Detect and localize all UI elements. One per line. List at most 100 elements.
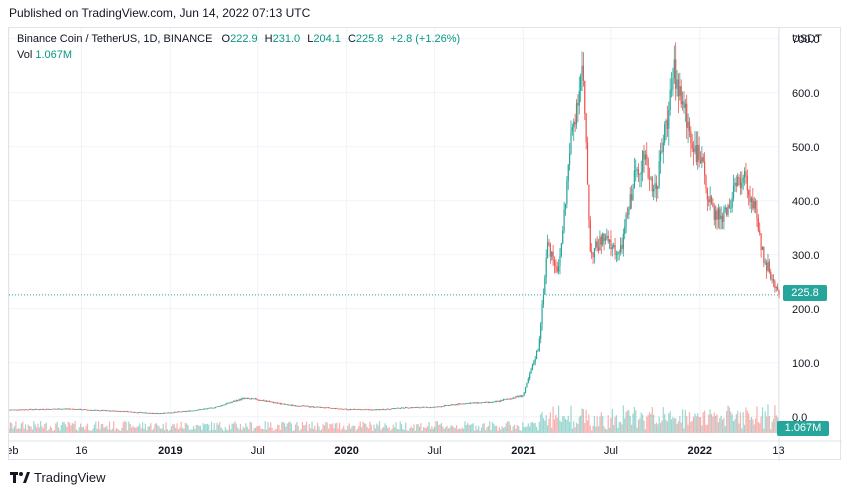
volume-bar xyxy=(89,430,91,433)
candle-body xyxy=(396,407,399,409)
volume-bar xyxy=(231,423,233,433)
volume-bar xyxy=(321,429,323,433)
candle-body xyxy=(132,412,134,414)
candle-body xyxy=(490,401,492,403)
volume-bar xyxy=(592,425,594,433)
volume-bar xyxy=(585,409,587,433)
volume-bar xyxy=(170,426,173,433)
candle-body xyxy=(428,407,430,409)
volume-bar xyxy=(118,430,120,433)
candle-body xyxy=(778,290,780,295)
candle-body xyxy=(40,409,42,410)
candle-body xyxy=(358,409,360,410)
volume-bar xyxy=(181,427,184,433)
chart-frame[interactable]: 700.0 600.0 500.0 400.0 300.0 200.0 100.0 0.0 Fe… xyxy=(8,27,842,461)
volume-bar xyxy=(383,426,385,433)
candle-body xyxy=(264,400,266,402)
volume-bar xyxy=(423,427,425,433)
candle-body xyxy=(91,410,93,411)
volume-bar xyxy=(695,416,697,433)
volume-bar xyxy=(187,425,189,433)
volume-bar xyxy=(690,421,692,433)
volume-bar xyxy=(496,425,498,433)
candle-body xyxy=(749,195,751,203)
candle-body xyxy=(728,205,731,208)
candle-body xyxy=(256,398,258,400)
candle-body xyxy=(551,251,553,257)
candle-body xyxy=(92,410,94,411)
candle-body xyxy=(139,412,141,413)
candle-body xyxy=(129,411,131,413)
volume-bar xyxy=(110,430,112,433)
volume-bar xyxy=(261,428,264,433)
candle-body xyxy=(611,246,613,250)
volume-bar xyxy=(522,422,524,433)
footer-brand[interactable]: TradingView xyxy=(10,470,106,485)
candle-body xyxy=(243,397,246,399)
volume-bar xyxy=(697,413,699,433)
x-tick-label: Jul xyxy=(251,445,265,457)
candle-body xyxy=(347,409,349,411)
candle-body xyxy=(311,406,313,408)
candle-body xyxy=(294,405,297,407)
volume-bar xyxy=(226,429,228,433)
candle-body xyxy=(151,413,153,415)
candle-body xyxy=(558,265,560,272)
candle-body xyxy=(771,279,773,280)
volume-bar xyxy=(122,422,124,433)
volume-bar xyxy=(40,421,42,433)
candle-body xyxy=(432,406,434,408)
volume-bar xyxy=(732,421,735,433)
volume-bar xyxy=(581,408,583,433)
volume-bar xyxy=(132,425,134,433)
price-chart[interactable]: 700.0 600.0 500.0 400.0 300.0 200.0 100.0 0.0 Fe… xyxy=(9,28,842,461)
candle-body xyxy=(9,409,11,411)
volume-bar xyxy=(642,414,644,433)
candle-body xyxy=(485,401,487,403)
volume-bar xyxy=(628,410,630,433)
candle-body xyxy=(321,407,323,408)
volume-bar xyxy=(275,429,277,433)
candle-body xyxy=(446,405,448,407)
candle-body xyxy=(110,410,112,412)
candle-body xyxy=(157,413,159,414)
volume-bar xyxy=(527,423,529,433)
volume-bar xyxy=(724,426,726,433)
candle-body xyxy=(677,79,680,97)
volume-bar xyxy=(538,421,540,433)
candle-body xyxy=(308,406,310,408)
candle-body xyxy=(706,188,708,200)
volume-bar xyxy=(292,430,294,433)
volume-bar xyxy=(457,429,459,433)
candle-body xyxy=(491,402,494,403)
volume-bar xyxy=(400,424,403,433)
candle-body xyxy=(690,131,692,144)
volume-bar xyxy=(77,430,79,433)
candle-body xyxy=(86,409,89,411)
candle-body xyxy=(209,407,211,409)
candle-body xyxy=(772,279,775,282)
candle-body xyxy=(750,198,753,203)
candle-body xyxy=(648,178,651,179)
candle-body xyxy=(531,364,534,371)
candle-body xyxy=(66,408,68,410)
volume-bar xyxy=(212,429,214,433)
candle-body xyxy=(44,409,46,411)
volume-bar xyxy=(665,419,667,433)
volume-bar xyxy=(64,424,67,433)
volume-bar xyxy=(559,420,561,433)
volume-bar xyxy=(548,418,550,433)
volume-bar xyxy=(230,429,232,433)
candle-body xyxy=(767,261,769,271)
volume-bar xyxy=(734,419,736,433)
volume-bar xyxy=(465,424,467,433)
volume-bar xyxy=(467,422,469,433)
volume-bar xyxy=(611,408,613,433)
y-tick-label: 0.0 xyxy=(792,412,807,424)
candle-body xyxy=(246,398,248,399)
volume-bar xyxy=(549,412,551,433)
candle-body xyxy=(524,387,527,393)
candle-body xyxy=(450,404,452,406)
volume-bar xyxy=(91,430,93,433)
candle-body xyxy=(62,408,64,410)
